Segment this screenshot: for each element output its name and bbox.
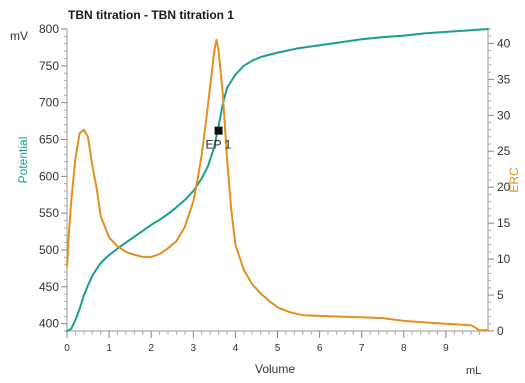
y-right-tick-label: 20 (497, 180, 511, 194)
y-left-tick-label: 450 (39, 280, 59, 294)
x-tick-label: 4 (233, 343, 239, 354)
y-right-tick-label: 15 (497, 216, 511, 230)
y-right-tick-label: 30 (497, 108, 511, 122)
potential-series-line (66, 28, 489, 332)
y-left-tick-label: 750 (39, 59, 59, 73)
y-right-tick-label: 0 (497, 324, 504, 338)
chart-title: TBN titration - TBN titration 1 (68, 8, 234, 22)
x-tick-label: 7 (359, 343, 365, 354)
y-left-tick-label: 400 (39, 317, 59, 331)
y-left-tick-label: 500 (39, 243, 59, 257)
y-right-tick-label: 10 (497, 252, 511, 266)
y-left-tick-label: 600 (39, 169, 59, 183)
erc-series-line (66, 38, 489, 332)
endpoint-label: EP 1 (206, 138, 232, 152)
y-left-axis-label: Potential (16, 137, 30, 184)
y-left-tick-label: 700 (39, 96, 59, 110)
series-group (66, 28, 489, 332)
endpoint-marker (214, 126, 223, 135)
x-tick-label: 3 (191, 343, 197, 354)
x-tick-label: 8 (401, 343, 407, 354)
x-unit: mL (466, 365, 481, 377)
x-axis-label: Volume (255, 362, 295, 376)
y-left-tick-label: 650 (39, 132, 59, 146)
y-left-unit: mV (10, 29, 28, 43)
y-right-tick-label: 25 (497, 144, 511, 158)
ticks-group: 4004505005506006507007508000510152025303… (39, 22, 511, 354)
axes-group (66, 29, 489, 332)
y-right-tick-label: 35 (497, 72, 511, 86)
x-tick-label: 6 (317, 343, 323, 354)
y-right-tick-label: 40 (497, 36, 511, 50)
y-left-tick-label: 550 (39, 206, 59, 220)
y-right-axis-label: ERC (507, 167, 521, 193)
y-right-tick-label: 5 (497, 288, 504, 302)
x-tick-label: 5 (275, 343, 281, 354)
x-tick-label: 2 (148, 343, 154, 354)
annotations-group: EP 1 (206, 126, 232, 152)
x-tick-label: 1 (106, 343, 112, 354)
y-left-tick-label: 800 (39, 22, 59, 36)
x-tick-label: 0 (64, 343, 70, 354)
x-tick-label: 9 (443, 343, 449, 354)
